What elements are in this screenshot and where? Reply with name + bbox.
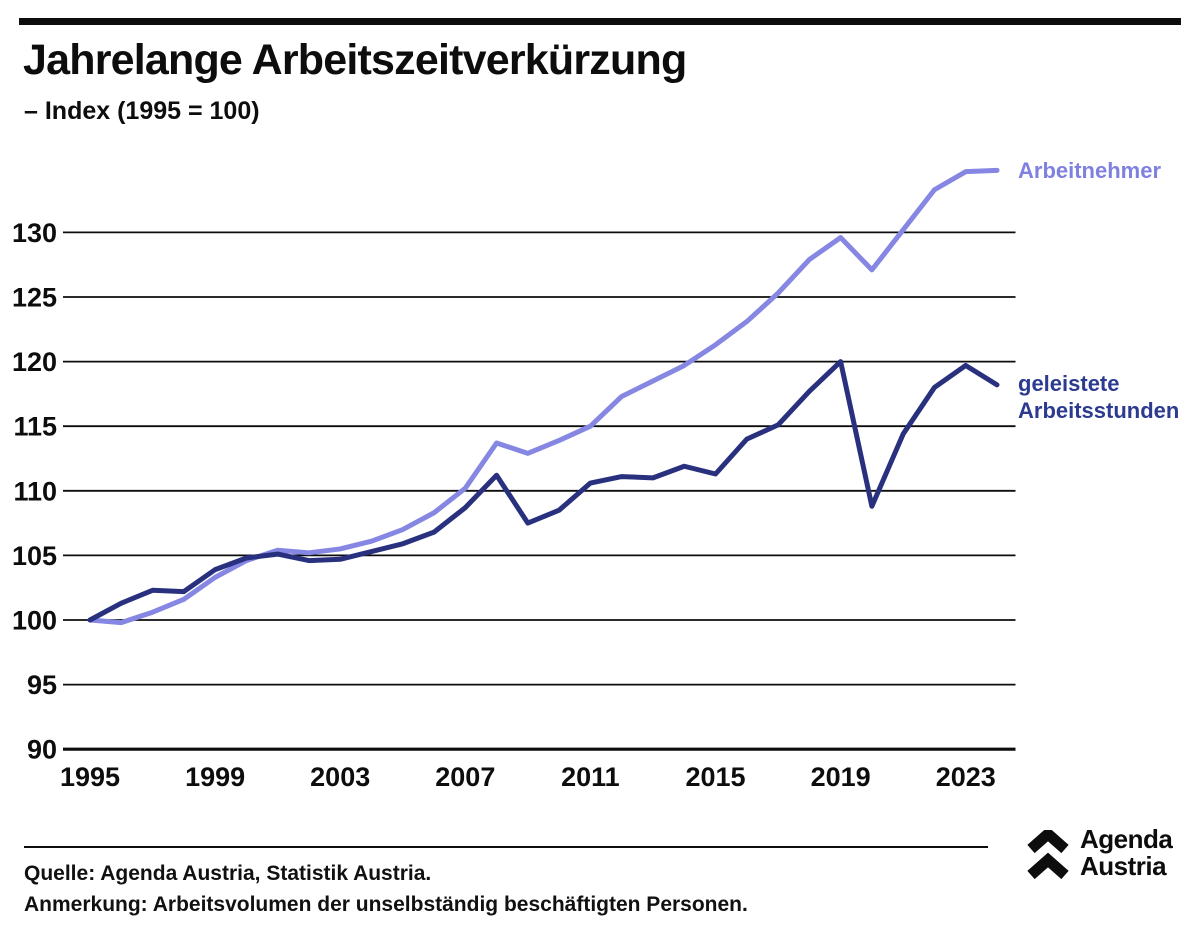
- legend-label-arbeitsstunden: geleistete Arbeitsstunden: [1018, 370, 1179, 424]
- source-text: Quelle: Agenda Austria, Statistik Austri…: [24, 862, 432, 885]
- legend-label-arbeitsstunden-line1: geleistete: [1018, 371, 1120, 396]
- y-tick-label-125: 125: [12, 283, 57, 313]
- note-text: Anmerkung: Arbeitsvolumen der unselbstän…: [24, 893, 748, 916]
- legend-label-arbeitnehmer: Arbeitnehmer: [1018, 158, 1162, 183]
- y-tick-label-120: 120: [12, 347, 57, 377]
- logo-wordmark-line2: Austria: [1080, 851, 1167, 881]
- top-rule: [19, 18, 1181, 25]
- x-tick-label-2015: 2015: [685, 762, 745, 792]
- page-title: Jahrelange Arbeitszeitverkürzung: [23, 36, 687, 84]
- logo-wordmark: Agenda Austria: [1080, 824, 1173, 881]
- agenda-austria-logo: Agenda Austria: [1026, 824, 1173, 882]
- line-chart-canvas: 90 95 100 105 110 115 120 125 130 1995 1999 2003 200…: [12, 167, 1016, 792]
- y-tick-label-110: 110: [13, 476, 57, 506]
- x-tick-label-2007: 2007: [435, 762, 495, 792]
- x-tick-label-1995: 1995: [60, 762, 120, 792]
- x-tick-label-1999: 1999: [185, 762, 245, 792]
- x-tick-label-2011: 2011: [561, 762, 620, 792]
- x-tick-label-2019: 2019: [811, 762, 871, 792]
- y-tick-label-90: 90: [27, 735, 57, 765]
- x-tick-label-2003: 2003: [310, 762, 370, 792]
- series-line-1: [87, 359, 1000, 623]
- legend-label-arbeitsstunden-line2: Arbeitsstunden: [1018, 398, 1180, 423]
- logo-wordmark-line1: Agenda: [1080, 824, 1173, 854]
- y-tick-label-100: 100: [12, 606, 57, 636]
- y-tick-label-115: 115: [13, 412, 57, 442]
- logo-double-chevron-icon: [1027, 830, 1069, 880]
- y-tick-label-105: 105: [12, 541, 57, 571]
- y-tick-label-95: 95: [27, 670, 57, 700]
- footer-rule: [24, 846, 988, 848]
- y-tick-label-130: 130: [12, 218, 57, 248]
- series-line-0: [87, 167, 1000, 626]
- x-tick-label-2023: 2023: [936, 762, 996, 792]
- page-subtitle: – Index (1995 = 100): [24, 97, 260, 125]
